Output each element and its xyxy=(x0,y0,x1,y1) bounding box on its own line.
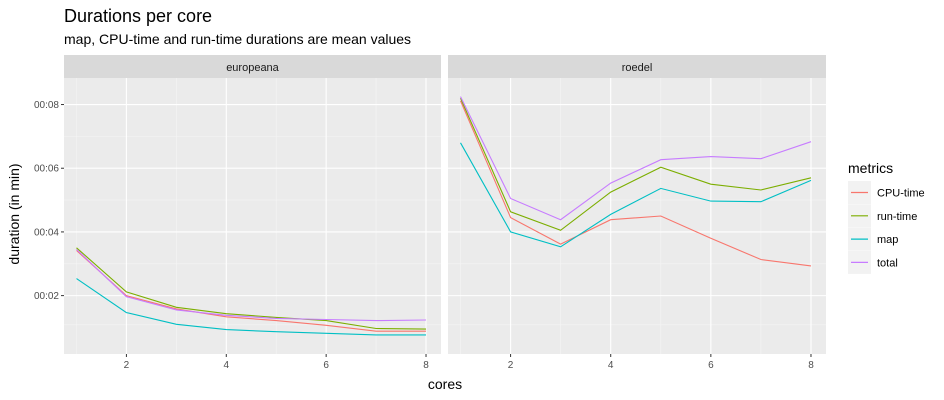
legend-item-map: map xyxy=(848,227,898,251)
series-line-run-time xyxy=(459,97,812,231)
y-tick-label: 00:08 xyxy=(34,100,59,111)
series-line-map xyxy=(76,278,426,336)
x-tick-label: 8 xyxy=(808,360,814,371)
series-line-CPU-time xyxy=(459,100,812,267)
facet-label: europeana xyxy=(226,62,279,74)
panel-europeana: europeana 2 4 6 8 00:02 00:04 00:06 00:08 xyxy=(34,55,441,371)
series-line-CPU-time xyxy=(76,250,426,332)
legend-label: CPU-time xyxy=(877,188,925,200)
series-line-map xyxy=(460,142,812,248)
chart-subtitle: map, CPU-time and run-time durations are… xyxy=(64,31,411,47)
x-tick-label: 6 xyxy=(708,360,714,371)
x-tick-label: 8 xyxy=(423,360,429,371)
facet-label: roedel xyxy=(622,62,653,74)
facet-strip xyxy=(448,55,826,78)
y-tick-label: 00:04 xyxy=(34,227,59,238)
panel-background xyxy=(64,78,441,354)
series-line-run-time xyxy=(76,247,427,330)
x-tick-label: 4 xyxy=(224,360,230,371)
x-tick-label: 4 xyxy=(608,360,614,371)
series-line-total xyxy=(460,96,812,221)
legend-item-CPU-time: CPU-time xyxy=(848,181,925,204)
legend: metrics CPU-time run-time map total xyxy=(848,160,925,274)
legend-label: map xyxy=(877,234,898,246)
legend-label: run-time xyxy=(877,211,917,223)
facet-strip xyxy=(64,55,441,78)
legend-label: total xyxy=(877,257,898,269)
y-axis-title: duration (in min) xyxy=(6,163,22,264)
panel-background xyxy=(448,78,826,354)
y-tick-label: 00:02 xyxy=(34,291,59,302)
x-axis-title: cores xyxy=(428,376,462,392)
series-line-total xyxy=(76,249,427,322)
x-tick-label: 2 xyxy=(124,360,130,371)
legend-title: metrics xyxy=(848,160,893,176)
y-tick-label: 00:06 xyxy=(34,164,59,175)
chart-title: Durations per core xyxy=(64,6,212,26)
x-tick-label: 6 xyxy=(323,360,329,371)
legend-item-total: total xyxy=(848,250,898,274)
panel-roedel: roedel 2 4 6 8 xyxy=(448,55,826,371)
legend-item-run-time: run-time xyxy=(848,204,917,228)
x-tick-label: 2 xyxy=(508,360,514,371)
panels-layer: europeana 2 4 6 8 00:02 00:04 00:06 00:08 roedel 2… xyxy=(34,55,826,371)
